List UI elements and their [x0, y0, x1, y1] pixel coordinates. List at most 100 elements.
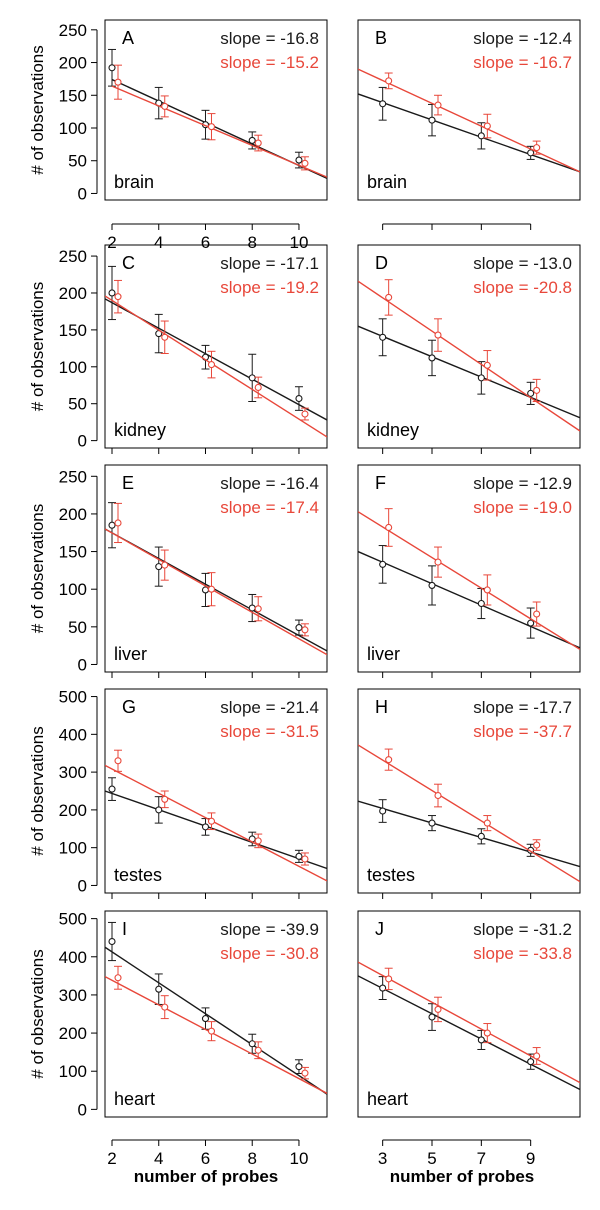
- series-red: [111, 64, 327, 178]
- panel-letter: J: [375, 919, 384, 939]
- data-point: [379, 984, 387, 992]
- x-tick-label: 4: [154, 1149, 163, 1168]
- panel-frame: [357, 244, 581, 449]
- data-point: [434, 331, 442, 339]
- series-red: [358, 508, 580, 651]
- series-black: [105, 921, 327, 1095]
- panel-letter: I: [122, 919, 127, 939]
- data-point: [428, 116, 436, 124]
- data-point: [108, 785, 116, 793]
- series-black: [105, 777, 327, 870]
- tissue-label: liver: [367, 644, 400, 664]
- y-tick-label: 250: [59, 467, 87, 486]
- y-tick-label: 0: [78, 655, 87, 674]
- data-point: [207, 585, 216, 593]
- slope-label-red: slope = -17.4: [220, 498, 319, 517]
- data-point: [483, 586, 491, 594]
- x-tick-label: 8: [247, 1149, 256, 1168]
- fit-line-black: [105, 790, 327, 870]
- tissue-label: kidney: [114, 420, 166, 440]
- panel-frame: [357, 464, 581, 673]
- data-point: [114, 78, 122, 86]
- data-point: [248, 604, 256, 612]
- panel-frame: [104, 464, 328, 673]
- data-point: [385, 975, 393, 983]
- panel-letter: B: [375, 28, 387, 48]
- data-point: [483, 361, 491, 369]
- slope-label-red: slope = -19.0: [473, 498, 572, 517]
- slope-label-red: slope = -19.2: [220, 278, 319, 297]
- fit-line-black: [358, 550, 580, 649]
- fit-line-black: [105, 946, 327, 1095]
- data-point: [295, 156, 303, 164]
- series-red: [105, 502, 327, 656]
- slope-label-red: slope = -20.8: [473, 278, 572, 297]
- panel-letter: H: [375, 697, 388, 717]
- data-point: [114, 293, 122, 301]
- x-tick-label: 8: [247, 233, 256, 252]
- tissue-label: liver: [114, 644, 147, 664]
- x-tick-label: 2: [107, 233, 116, 252]
- slope-label-black: slope = -17.7: [473, 698, 572, 717]
- series-red: [358, 68, 580, 173]
- data-point: [434, 101, 442, 109]
- panel-letter: E: [122, 473, 134, 493]
- data-point: [254, 383, 262, 392]
- y-tick-label: 500: [59, 910, 87, 929]
- slope-label-red: slope = -33.8: [473, 944, 572, 963]
- y-tick-label: 250: [59, 247, 87, 266]
- x-tick-label: 7: [477, 1149, 486, 1168]
- y-tick-label: 200: [59, 505, 87, 524]
- y-axis-label: # of observations: [28, 726, 47, 855]
- fit-line-black: [358, 800, 580, 868]
- panel-frame: [104, 910, 328, 1118]
- y-tick-label: 200: [59, 1024, 87, 1043]
- series-red: [105, 279, 327, 438]
- y-tick-label: 500: [59, 688, 87, 707]
- data-point: [434, 791, 442, 800]
- data-point: [483, 122, 491, 130]
- data-point: [155, 985, 163, 993]
- panel-frame: [104, 244, 328, 449]
- y-tick-label: 400: [59, 948, 87, 967]
- data-point: [385, 756, 393, 764]
- slope-label-red: slope = -16.7: [473, 53, 572, 72]
- data-point: [155, 806, 163, 814]
- series-red: [358, 961, 580, 1084]
- data-point: [161, 102, 169, 110]
- data-point: [533, 144, 541, 152]
- x-tick-label: 4: [154, 233, 163, 252]
- tissue-label: kidney: [367, 420, 419, 440]
- series-black: [358, 975, 580, 1091]
- y-axis-label: # of observations: [28, 282, 47, 411]
- data-point: [161, 795, 169, 803]
- data-point: [248, 1040, 256, 1048]
- y-tick-label: 0: [78, 432, 87, 451]
- x-tick-label: 9: [526, 1149, 535, 1168]
- x-axis-label-right: number of probes: [390, 1167, 535, 1186]
- y-tick-label: 150: [59, 543, 87, 562]
- data-point: [301, 159, 309, 167]
- y-axis-labels: # of observations # of observations # of o…: [28, 45, 47, 1078]
- fit-line-red: [358, 511, 580, 651]
- data-point: [379, 333, 387, 341]
- data-point: [161, 561, 169, 569]
- x-tick-label: 10: [289, 1149, 308, 1168]
- data-point: [428, 581, 436, 589]
- tissue-label: heart: [367, 1089, 408, 1109]
- y-tick-label: 100: [59, 119, 87, 138]
- y-tick-label: 50: [68, 395, 87, 414]
- series-red: [105, 749, 327, 882]
- panel-frame: [357, 688, 581, 894]
- data-point: [385, 523, 393, 532]
- fit-line-red: [105, 975, 327, 1094]
- slope-label-black: slope = -13.0: [473, 254, 572, 273]
- fit-line-red: [111, 85, 327, 178]
- y-tick-label: 150: [59, 86, 87, 105]
- fit-line-red: [358, 961, 580, 1084]
